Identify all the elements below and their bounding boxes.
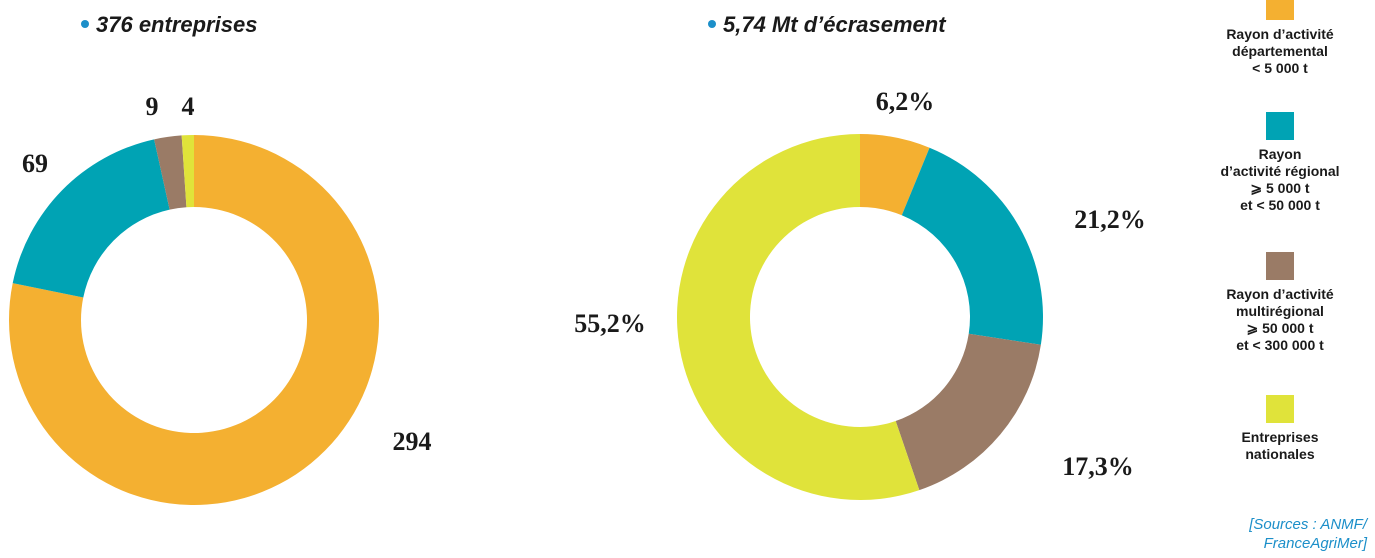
legend-label: Rayon d’activité régional ⩾ 5 000 t et <… xyxy=(1220,146,1340,213)
donut-segment xyxy=(901,147,1043,345)
legend-item: Rayon d’activité multirégional ⩾ 50 000 … xyxy=(1200,252,1360,354)
legend-item: Entreprises nationales xyxy=(1200,395,1360,463)
bullet xyxy=(708,20,716,28)
value-label: 69 xyxy=(22,149,48,178)
donut-segment xyxy=(895,333,1041,491)
source: [Sources : ANMF/ FranceAgriMer] xyxy=(1249,516,1367,552)
bullet xyxy=(81,20,89,28)
value-label: 17,3% xyxy=(1062,452,1134,481)
donut-segment xyxy=(677,134,920,500)
chart-title: 5,74 Mt d’écrasement xyxy=(723,12,947,37)
legend-label: Rayon d’activité multirégional ⩾ 50 000 … xyxy=(1226,286,1334,353)
donut-segment xyxy=(12,139,170,298)
legend-swatch xyxy=(1266,112,1294,140)
value-label: 4 xyxy=(182,92,195,121)
donut-segment xyxy=(860,134,930,216)
legend-item: Rayon d’activité régional ⩾ 5 000 t et <… xyxy=(1200,112,1360,214)
legend-label: Entreprises nationales xyxy=(1241,429,1319,462)
value-label: 294 xyxy=(393,427,432,456)
value-label: 55,2% xyxy=(574,309,646,338)
legend-label: Rayon d’activité départemental < 5 000 t xyxy=(1226,26,1334,76)
legend-swatch xyxy=(1266,252,1294,280)
value-label: 21,2% xyxy=(1074,205,1146,234)
value-label: 6,2% xyxy=(876,87,935,116)
legend-swatch xyxy=(1266,0,1294,20)
value-label: 9 xyxy=(146,92,159,121)
donut-segment xyxy=(9,135,379,505)
donut-segment xyxy=(181,135,194,208)
legend-swatch xyxy=(1266,395,1294,423)
chart-title: 376 entreprises xyxy=(96,12,257,37)
donut-segment xyxy=(154,135,187,210)
legend-item: Rayon d’activité départemental < 5 000 t xyxy=(1200,0,1360,77)
